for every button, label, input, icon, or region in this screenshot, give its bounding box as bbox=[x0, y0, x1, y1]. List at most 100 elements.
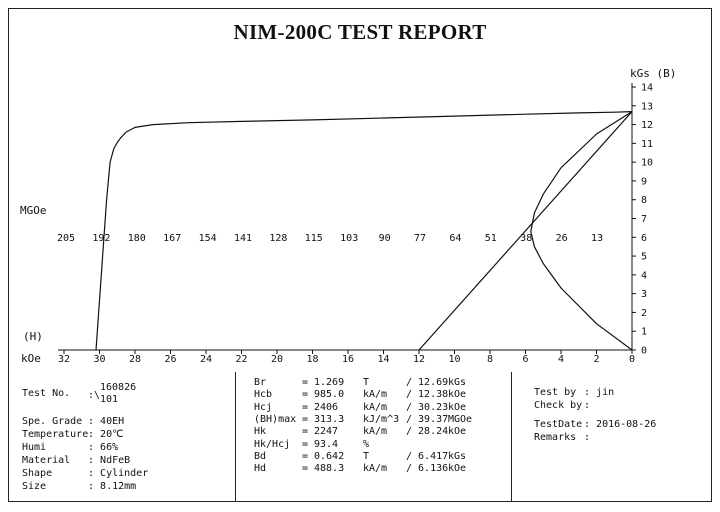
result-unit: kJ/m^3 bbox=[363, 413, 400, 425]
mgoe-scale-label: 26 bbox=[556, 233, 568, 244]
test-no-label: Test No. bbox=[22, 388, 71, 399]
test-no-value-1: 160826 bbox=[100, 382, 137, 393]
result-unit: kA/m bbox=[363, 401, 388, 413]
curve-load-line bbox=[418, 111, 633, 351]
report-title: NIM-200C TEST REPORT bbox=[233, 20, 487, 44]
result-unit: kA/m bbox=[363, 463, 388, 475]
result-name: Bd bbox=[254, 450, 267, 462]
remarks-label: Remarks bbox=[534, 432, 577, 443]
grade-value-row: : 40EH bbox=[88, 416, 125, 427]
grade-label: Spe. Grade bbox=[22, 416, 83, 427]
size-label: Size bbox=[22, 481, 47, 492]
curve-demagnetization bbox=[95, 111, 633, 351]
result-name: Hcj bbox=[254, 401, 273, 413]
result-eq: = bbox=[302, 450, 309, 462]
result-eq: = bbox=[302, 426, 309, 438]
result-eq: = bbox=[302, 413, 309, 425]
report-frame bbox=[8, 8, 712, 502]
y-tick-label: 1 bbox=[641, 327, 647, 338]
material-value: NdFeB bbox=[100, 455, 131, 466]
result-alt-unit: MGOe bbox=[448, 413, 473, 425]
result-value: 1.269 bbox=[314, 377, 345, 388]
result-name: Hk/Hcj bbox=[254, 438, 291, 450]
mgoe-scale-label: 205 bbox=[57, 233, 75, 244]
result-alt-value: / 12.69 bbox=[406, 377, 449, 388]
mgoe-scale-label: 13 bbox=[591, 233, 603, 244]
material-label: Material bbox=[22, 455, 71, 466]
y-tick-label: 3 bbox=[641, 289, 647, 300]
x-tick-label: 8 bbox=[487, 354, 493, 365]
y-tick-label: 9 bbox=[641, 176, 647, 187]
result-value: 0.642 bbox=[314, 450, 345, 462]
x-tick-label: 14 bbox=[377, 354, 389, 365]
result-alt-unit: kOe bbox=[448, 426, 467, 438]
signoff-box: Test by : jin Check by : TestDate : 2016… bbox=[512, 372, 712, 502]
test-no-sep: :\ bbox=[88, 390, 101, 401]
material-value-row: : NdFeB bbox=[88, 455, 131, 466]
x-tick-label: 24 bbox=[200, 354, 212, 365]
result-value: 2406 bbox=[314, 401, 339, 413]
result-alt-value: / 6.417 bbox=[406, 450, 449, 462]
h-axis-label: (H) bbox=[23, 330, 43, 343]
mgoe-scale-label: 192 bbox=[92, 233, 110, 244]
y-tick-label: 5 bbox=[641, 252, 647, 263]
size-value: 8.12mm bbox=[100, 481, 137, 492]
check-by-value-row: : bbox=[584, 400, 591, 411]
temperature-value: 20℃ bbox=[100, 429, 124, 440]
test-by-value: jin bbox=[596, 387, 615, 398]
bh-curve-chart: 32 30 28 26 24 22 20 18 16 14 12 10 8 6 4 2 0kOe14131211… bbox=[20, 67, 676, 365]
result-alt-unit: kGs bbox=[448, 450, 467, 462]
result-value: 93.4 bbox=[314, 438, 339, 450]
x-tick-label: 20 bbox=[271, 354, 283, 365]
x-tick-label: 28 bbox=[129, 354, 141, 365]
result-eq: = bbox=[302, 389, 309, 401]
mgoe-scale-label: 167 bbox=[163, 233, 181, 244]
x-axis-label: kOe bbox=[21, 352, 41, 365]
result-name: Hcb bbox=[254, 389, 273, 401]
result-unit: kA/m bbox=[363, 426, 388, 438]
sample-info-box: Test No. :\ 160826 101 Spe. Grade : 40EH… bbox=[8, 372, 236, 502]
x-tick-label: 4 bbox=[558, 354, 564, 365]
result-alt-unit: kOe bbox=[448, 401, 467, 413]
remarks-value-row: : bbox=[584, 432, 591, 443]
test-date-value: 2016-08-26 bbox=[596, 419, 657, 430]
humi-value: 66% bbox=[100, 442, 119, 453]
grade-value: 40EH bbox=[100, 416, 125, 427]
result-unit: T bbox=[363, 377, 370, 388]
result-name: Hd bbox=[254, 463, 267, 475]
y-tick-label: 12 bbox=[641, 120, 653, 131]
x-tick-label: 16 bbox=[342, 354, 354, 365]
x-tick-label: 18 bbox=[306, 354, 318, 365]
result-eq: = bbox=[302, 401, 309, 413]
humi-value-row: : 66% bbox=[88, 442, 119, 453]
test-by-label: Test by bbox=[534, 387, 577, 398]
mgoe-scale-label: 90 bbox=[379, 233, 391, 244]
mgoe-scale-label: 103 bbox=[340, 233, 358, 244]
y-tick-label: 13 bbox=[641, 101, 653, 112]
results-box: Br = 1.269 T/ 12.69 kGs Hcb = 985.0 kA/m/ 12.38 k… bbox=[236, 372, 512, 502]
y-tick-label: 7 bbox=[641, 214, 647, 225]
result-alt-unit: kOe bbox=[448, 463, 467, 475]
result-value: 488.3 bbox=[314, 463, 345, 475]
result-alt-value: / 6.136 bbox=[406, 463, 449, 475]
result-alt-value: / 39.37 bbox=[406, 413, 449, 425]
mgoe-scale-label: 77 bbox=[414, 233, 426, 244]
x-tick-label: 32 bbox=[58, 354, 70, 365]
y-tick-label: 6 bbox=[641, 233, 647, 244]
x-tick-label: 6 bbox=[522, 354, 528, 365]
result-eq: = bbox=[302, 438, 309, 450]
mgoe-scale-label: 51 bbox=[485, 233, 497, 244]
y-tick-label: 8 bbox=[641, 195, 647, 206]
mgoe-scale-label: 115 bbox=[305, 233, 323, 244]
check-by-label: Check by bbox=[534, 400, 583, 411]
y-tick-label: 0 bbox=[641, 346, 647, 357]
result-name: (BH)max bbox=[254, 413, 297, 425]
test-no-row: Test No. bbox=[22, 388, 70, 400]
test-no-value-2: 101 bbox=[100, 394, 119, 405]
x-tick-label: 2 bbox=[593, 354, 599, 365]
temperature-value-row: : 20℃ bbox=[88, 429, 124, 440]
result-unit: kA/m bbox=[363, 389, 388, 401]
result-alt-unit: kOe bbox=[448, 389, 467, 401]
mgoe-scale-label: 128 bbox=[269, 233, 287, 244]
